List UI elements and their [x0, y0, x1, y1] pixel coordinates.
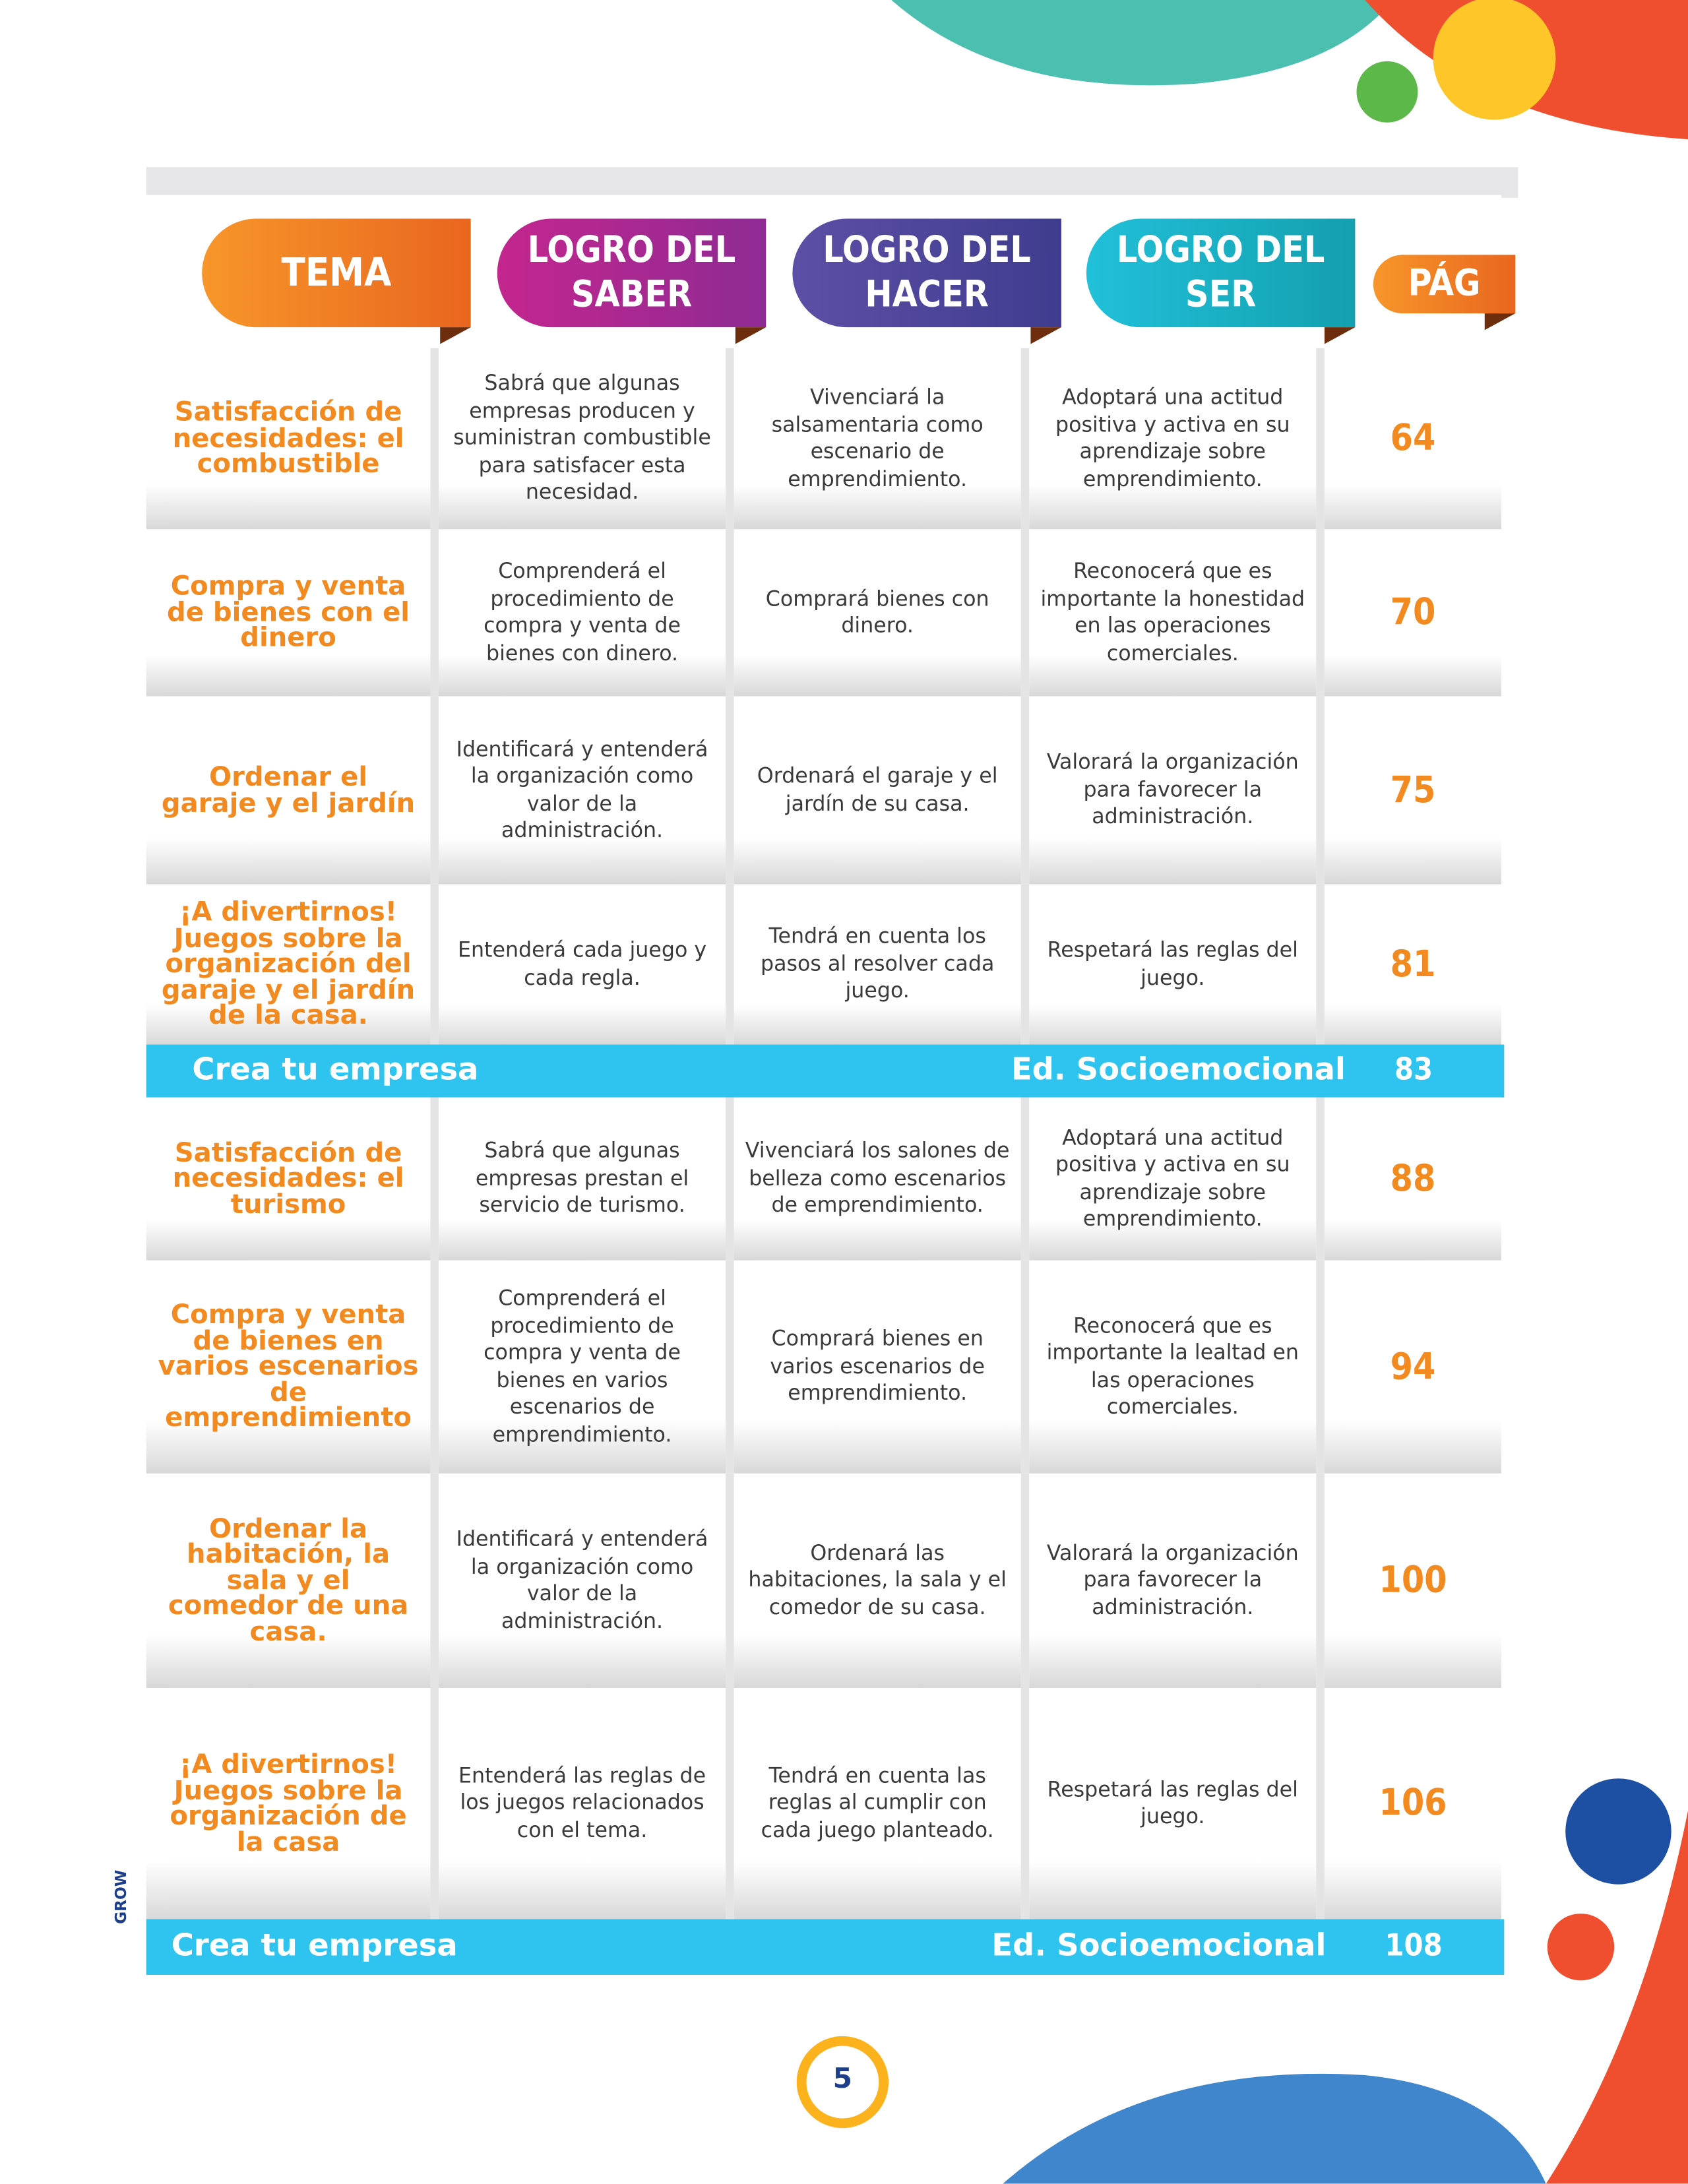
table-cell: Vivenciará la salsamentaria como escenar…: [734, 348, 1030, 530]
table-cell: 75: [1324, 696, 1502, 885]
table-cell: 94: [1324, 1260, 1502, 1474]
header-tab: LOGRO DEL SER: [1086, 218, 1356, 328]
table-cell: Comprenderá el procedimiento de compra y…: [439, 1260, 734, 1474]
table-cell: Valorará la organización para favorecer …: [1029, 696, 1325, 885]
table-cell: ¡A divertirnos! Juegos sobre la organiza…: [146, 884, 439, 1045]
banner-right: Ed. Socioemocional: [1011, 1053, 1346, 1088]
tab-fold: [1030, 327, 1061, 344]
header-tab: PÁG: [1373, 255, 1516, 314]
banner-bg: [146, 1044, 1505, 1098]
table-cell: 64: [1324, 348, 1502, 530]
table-cell: 81: [1324, 884, 1502, 1045]
tab-fold: [1324, 327, 1356, 344]
table-cell: Comprenderá el procedimiento de compra y…: [439, 529, 734, 697]
tab-fold: [440, 327, 471, 344]
table-cell: Tendrá en cuenta los pasos al resolver c…: [734, 884, 1030, 1045]
table-cell: Vivenciará los salones de belleza como e…: [734, 1097, 1030, 1261]
banner-bg: [146, 1919, 1505, 1975]
table-cell: Reconocerá que es importante la honestid…: [1029, 529, 1325, 697]
table-cell: Tendrá en cuenta las reglas al cumplir c…: [734, 1688, 1030, 1919]
table-cell: Comprará bienes con dinero.: [734, 529, 1030, 697]
table-cell: Compra y venta de bienes en varios escen…: [146, 1260, 439, 1474]
table-cell: Identificará y entenderá la organización…: [439, 1473, 734, 1689]
table-cell: Valorará la organización para favorecer …: [1029, 1473, 1325, 1689]
table-cell: Comprará bienes en varios escenarios de …: [734, 1260, 1030, 1474]
table-cell: ¡A divertirnos! Juegos sobre la organiza…: [146, 1688, 439, 1919]
table-cell: Reconocerá que es importante la lealtad …: [1029, 1260, 1325, 1474]
table-cell: Compra y venta de bienes con el dinero: [146, 529, 439, 697]
brand: GROW: [111, 1869, 131, 1924]
table-cell: Respetará las reglas del juego.: [1029, 1688, 1325, 1919]
tab-fold: [735, 327, 766, 344]
banner-left: Crea tu empresa: [171, 1929, 458, 1964]
banner-page: 108: [1385, 1929, 1443, 1964]
table-cell: Ordenar la habitación, la sala y el come…: [146, 1473, 439, 1689]
table-cell: 88: [1324, 1097, 1502, 1261]
banner-page: 83: [1394, 1053, 1433, 1088]
banner-left: Crea tu empresa: [192, 1053, 479, 1088]
table-cell: Ordenará el garaje y el jardín de su cas…: [734, 696, 1030, 885]
table-cell: Adoptará una actitud positiva y activa e…: [1029, 1097, 1325, 1261]
header-tab: TEMA: [202, 218, 471, 328]
table-cell: Respetará las reglas del juego.: [1029, 884, 1325, 1045]
table-cell: Ordenará las habitaciones, la sala y el …: [734, 1473, 1030, 1689]
header-tab: LOGRO DEL HACER: [792, 218, 1061, 328]
table-cell: Sabrá que algunas empresas prestan el se…: [439, 1097, 734, 1261]
table-cell: Satisfacción de necesidades: el turismo: [146, 1097, 439, 1261]
table-cell: 70: [1324, 529, 1502, 697]
table-cell: 100: [1324, 1473, 1502, 1689]
table-cell: Ordenar el garaje y el jardín: [146, 696, 439, 885]
table-cell: Entenderá las reglas de los juegos relac…: [439, 1688, 734, 1919]
table-cell: Identificará y entenderá la organización…: [439, 696, 734, 885]
tab-fold: [1484, 313, 1516, 330]
page-number: 5: [832, 2061, 853, 2095]
header-tab: LOGRO DEL SABER: [497, 218, 766, 328]
table-cell: Entenderá cada juego y cada regla.: [439, 884, 734, 1045]
table-cell: 106: [1324, 1688, 1502, 1919]
table-cell: Satisfacción de necesidades: el combusti…: [146, 348, 439, 530]
table-cell: Sabrá que algunas empresas producen y su…: [439, 348, 734, 530]
table-cell: Adoptará una actitud positiva y activa e…: [1029, 348, 1325, 530]
banner-right: Ed. Socioemocional: [991, 1929, 1327, 1964]
